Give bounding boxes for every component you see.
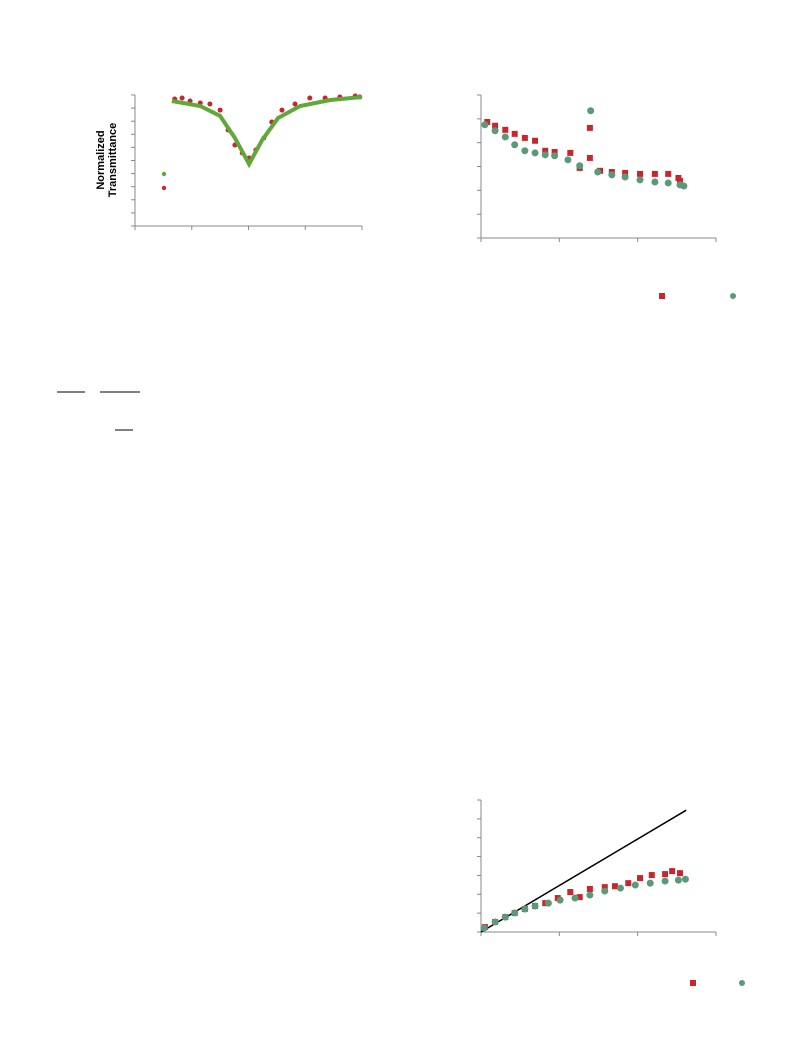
data-point: [491, 127, 499, 135]
data-point: [662, 871, 669, 878]
data-point: [648, 872, 655, 879]
data-point: [481, 121, 489, 129]
legend-symbol: [690, 980, 696, 986]
data-point: [521, 134, 528, 141]
data-point: [556, 896, 564, 904]
data-point: [586, 124, 593, 131]
data-point: [484, 118, 491, 125]
legend-symbol: [739, 980, 745, 986]
data-point: [601, 884, 608, 891]
data-point: [567, 889, 574, 896]
data-point: [480, 924, 488, 932]
data-point: [542, 147, 549, 154]
data-point: [307, 95, 313, 101]
legend-symbol: [730, 293, 736, 299]
data-point: [491, 918, 499, 926]
data-point: [664, 179, 672, 187]
y-axis-label: Normalized Transmittance: [95, 122, 119, 198]
legend-symbol: [659, 293, 665, 299]
data-point: [551, 148, 558, 155]
data-point: [637, 170, 644, 177]
data-point: [637, 875, 644, 882]
data-point: [676, 178, 683, 185]
data-point: [616, 884, 624, 892]
legend-symbol: [161, 171, 167, 177]
data-point: [576, 894, 583, 901]
data-point: [586, 154, 593, 161]
data-point: [608, 171, 616, 179]
data-point: [676, 870, 683, 877]
data-point: [511, 141, 519, 149]
data-point: [217, 107, 223, 113]
data-point: [631, 881, 639, 889]
data-point: [511, 130, 518, 137]
data-point: [532, 137, 539, 144]
data-point: [292, 101, 298, 107]
data-point: [541, 151, 549, 159]
data-point: [646, 879, 654, 887]
data-point: [179, 95, 185, 101]
data-point: [665, 170, 672, 177]
data-point: [587, 107, 595, 115]
data-point: [611, 883, 618, 890]
data-point: [279, 107, 285, 113]
data-point: [680, 182, 688, 190]
legend-symbol: [161, 185, 167, 191]
data-point: [521, 147, 529, 155]
data-point: [207, 101, 213, 107]
data-point: [492, 122, 499, 129]
data-point: [651, 178, 659, 186]
data-point: [651, 170, 658, 177]
data-point: [622, 169, 629, 176]
data-point: [521, 905, 529, 913]
data-point: [621, 173, 629, 181]
data-point: [551, 152, 559, 160]
data-point: [531, 149, 539, 157]
data-point: [669, 868, 676, 875]
data-point: [586, 886, 593, 893]
data-point: [681, 875, 689, 883]
data-point: [564, 156, 572, 164]
data-point: [625, 880, 632, 887]
data-point: [544, 899, 552, 907]
fit-line: [171, 94, 363, 169]
data-point: [594, 168, 602, 176]
data-point: [675, 174, 682, 181]
data-point: [502, 126, 509, 133]
data-point: [586, 891, 594, 899]
data-point: [501, 913, 509, 921]
data-point: [661, 877, 669, 885]
data-point: [571, 894, 579, 902]
data-point: [636, 176, 644, 184]
data-point: [567, 149, 574, 156]
data-point: [531, 902, 539, 910]
data-point: [601, 887, 609, 895]
data-point: [511, 909, 519, 917]
data-point: [576, 162, 584, 170]
data-point: [501, 133, 509, 141]
data-point: [674, 876, 682, 884]
